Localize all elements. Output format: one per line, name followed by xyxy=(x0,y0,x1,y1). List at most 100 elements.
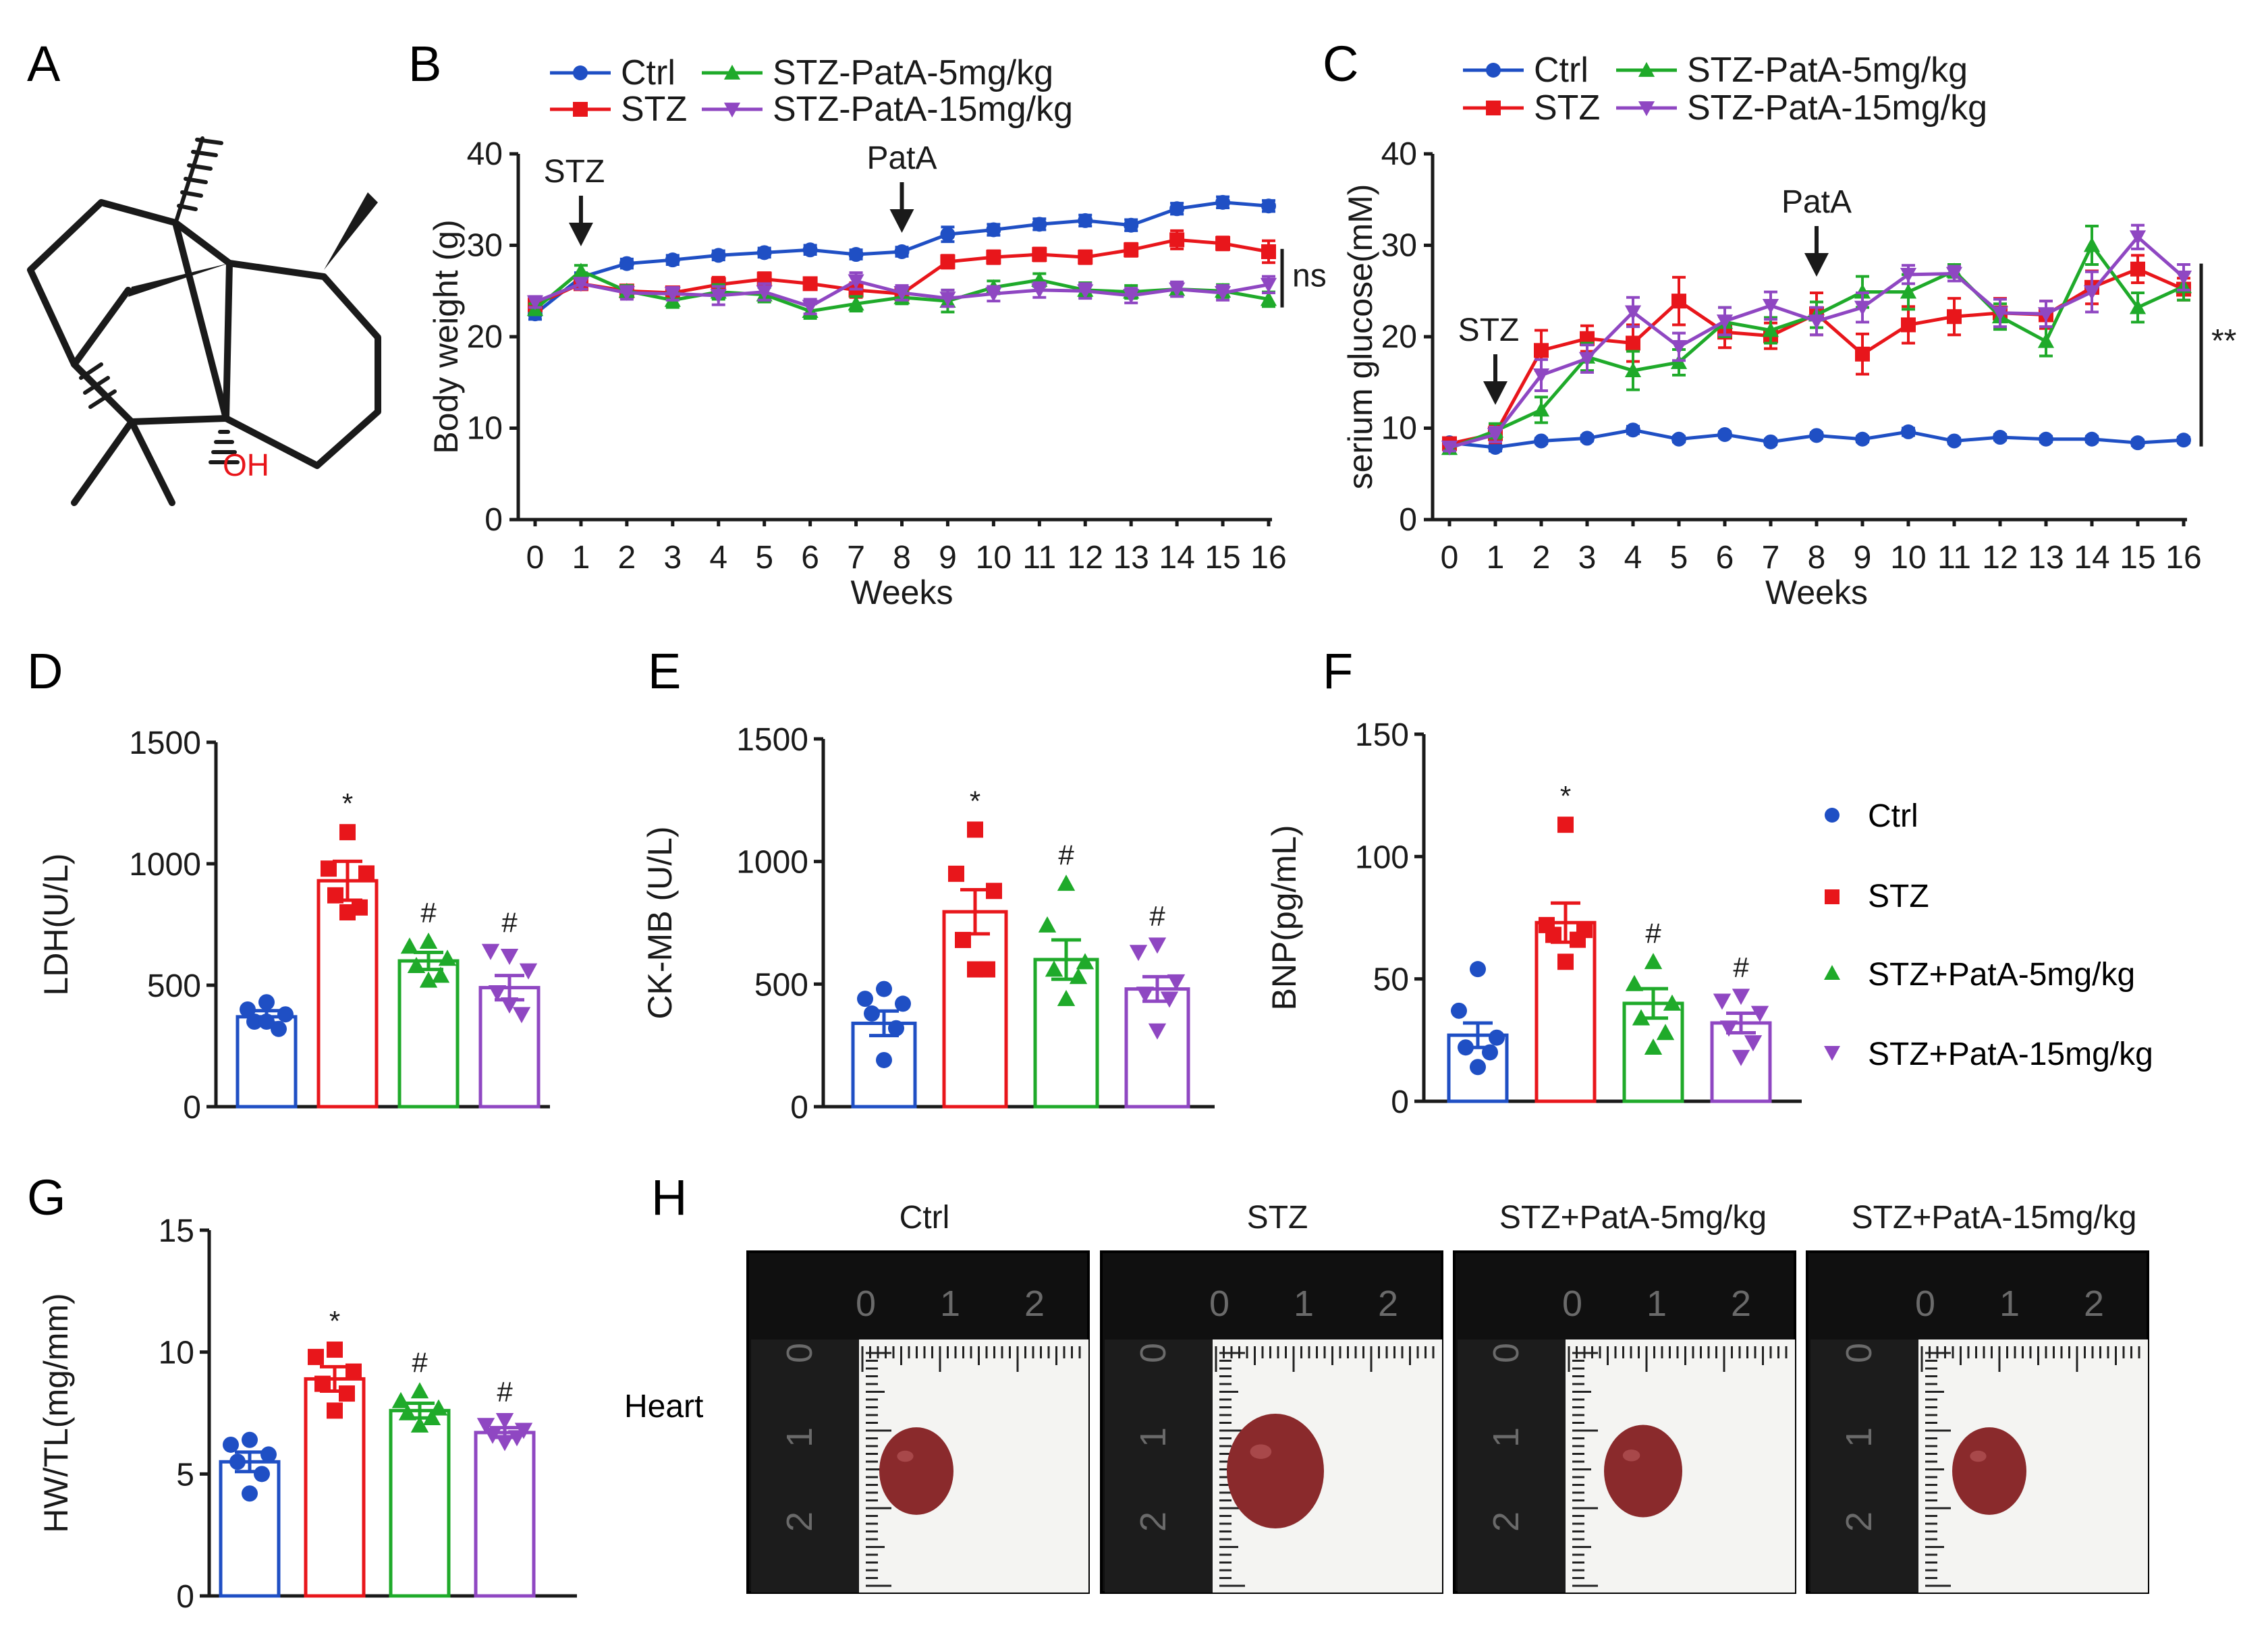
heart-photos: Ctrl 0 1 2 0 1 2 STZ 0 1 2 0 1 2 STZ+PatA-5mg/kg 0 1 2 0 1 2… xyxy=(746,1200,2149,1594)
y-tick-label: 100 xyxy=(1355,839,1409,875)
ruler-number: 0 xyxy=(779,1343,820,1363)
legend-marker xyxy=(1486,101,1501,115)
y-tick-label: 500 xyxy=(147,968,201,1004)
data-point xyxy=(254,1466,270,1483)
data-point xyxy=(407,957,426,973)
data-point xyxy=(481,943,500,960)
ruler-number: 0 xyxy=(1839,1343,1879,1363)
data-point xyxy=(258,994,275,1011)
ruler-number: 2 xyxy=(779,1512,820,1532)
x-tick-label: 9 xyxy=(1854,540,1872,576)
data-point xyxy=(1991,306,2009,321)
data-point xyxy=(438,949,457,966)
data-point xyxy=(495,1413,514,1430)
bar xyxy=(474,1431,536,1598)
annotation-arrow-head xyxy=(568,223,593,246)
legend-label: Ctrl xyxy=(621,53,675,92)
data-point xyxy=(1470,961,1486,978)
data-point xyxy=(488,985,507,1001)
panel-label-g: G xyxy=(27,1169,66,1225)
y-axis-title: CK-MB (U/L) xyxy=(641,826,679,1019)
significance-mark: * xyxy=(329,1305,340,1337)
series-stz xyxy=(1442,254,2191,451)
data-point xyxy=(1570,931,1586,948)
data-point xyxy=(1078,213,1093,228)
x-tick-label: 10 xyxy=(976,540,1012,576)
y-tick-label: 0 xyxy=(176,1579,194,1615)
data-point xyxy=(2130,261,2145,277)
data-point xyxy=(1069,968,1088,985)
photo-title: STZ xyxy=(1247,1200,1308,1236)
data-point xyxy=(986,250,1001,265)
data-point xyxy=(948,865,964,882)
data-point xyxy=(1215,236,1231,251)
heart-row-label: Heart xyxy=(624,1389,703,1425)
data-point xyxy=(1261,198,1276,214)
significance-mark: # xyxy=(497,1376,513,1408)
significance-mark: # xyxy=(501,907,518,939)
x-tick-label: 0 xyxy=(1441,540,1459,576)
data-point xyxy=(476,1418,495,1435)
data-point xyxy=(665,252,680,268)
data-point xyxy=(419,933,438,949)
data-point xyxy=(1148,1023,1167,1040)
ruler-number: 0 xyxy=(1209,1283,1229,1324)
panel-label-f: F xyxy=(1323,643,1353,699)
photo-title: STZ+PatA-5mg/kg xyxy=(1499,1200,1767,1236)
data-point xyxy=(1441,441,1458,456)
ruler-number: 1 xyxy=(1999,1283,2020,1324)
data-point xyxy=(940,254,956,269)
ruler-number: 2 xyxy=(1731,1283,1751,1324)
heart-specimen xyxy=(1604,1425,1682,1518)
data-point xyxy=(864,1005,880,1022)
x-tick-label: 13 xyxy=(1113,540,1149,576)
data-point xyxy=(1901,424,1916,439)
data-point xyxy=(1762,299,1779,314)
data-point xyxy=(258,1014,275,1030)
y-tick-label: 150 xyxy=(1355,717,1409,753)
y-tick-label: 10 xyxy=(1381,411,1417,447)
x-tick-label: 4 xyxy=(1624,540,1642,576)
data-point xyxy=(1732,1049,1750,1066)
data-point xyxy=(223,1436,239,1453)
legend-label: STZ-PatA-5mg/kg xyxy=(773,53,1053,92)
data-point xyxy=(1763,434,1778,449)
x-tick-label: 5 xyxy=(755,540,773,576)
data-point xyxy=(888,1020,904,1036)
data-point xyxy=(391,1391,410,1408)
data-point xyxy=(1713,993,1732,1010)
x-axis-title: Weeks xyxy=(1765,574,1868,611)
data-point xyxy=(1545,927,1561,943)
data-point xyxy=(1160,991,1179,1008)
y-tick-label: 1500 xyxy=(736,722,808,758)
heart-specimen xyxy=(1952,1427,2026,1515)
data-point xyxy=(711,248,726,263)
bar-group-pata15: # xyxy=(478,907,541,1109)
data-point xyxy=(1532,402,1550,417)
significance-mark: * xyxy=(342,787,353,819)
legend-entry-pata15: STZ-PatA-15mg/kg xyxy=(702,90,1073,129)
data-point xyxy=(1078,250,1093,265)
data-point xyxy=(1167,974,1186,991)
legend-marker xyxy=(573,102,588,117)
y-tick-label: 0 xyxy=(790,1090,808,1126)
data-point xyxy=(1656,1024,1675,1041)
data-point xyxy=(802,276,818,292)
y-tick-label: 0 xyxy=(1399,502,1417,538)
x-tick-label: 16 xyxy=(2165,540,2201,576)
data-point xyxy=(1750,1005,1769,1022)
data-point xyxy=(619,256,634,271)
data-point xyxy=(1136,987,1155,1003)
significance-label: ** xyxy=(2211,323,2236,359)
data-point xyxy=(1534,433,1549,449)
panel-label-b: B xyxy=(408,36,441,92)
x-tick-label: 8 xyxy=(1808,540,1826,576)
y-axis-title: LDH(U/L) xyxy=(37,853,75,995)
data-point xyxy=(1901,317,1916,333)
data-point xyxy=(1947,433,1962,449)
significance-label: ns xyxy=(1292,258,1327,294)
data-point xyxy=(1169,232,1185,248)
data-point xyxy=(1580,431,1595,446)
ruler-number: 2 xyxy=(1024,1283,1045,1324)
ruler-number: 0 xyxy=(856,1283,876,1324)
